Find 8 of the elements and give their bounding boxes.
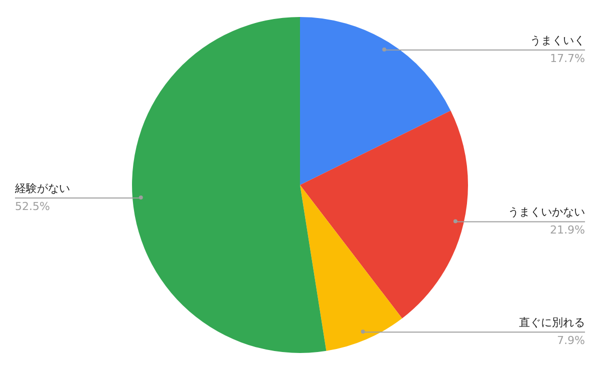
slice-label: 直ぐに別れる: [519, 316, 585, 330]
slice-label: うまくいく: [530, 34, 585, 47]
data-label: 17.7%: [550, 52, 585, 65]
slice-label: 経験がない: [14, 182, 70, 195]
data-label: 52.5%: [15, 200, 50, 213]
slice-label: うまくいかない: [508, 206, 585, 219]
data-label: 21.9%: [550, 224, 585, 237]
data-label: 7.9%: [557, 334, 585, 348]
